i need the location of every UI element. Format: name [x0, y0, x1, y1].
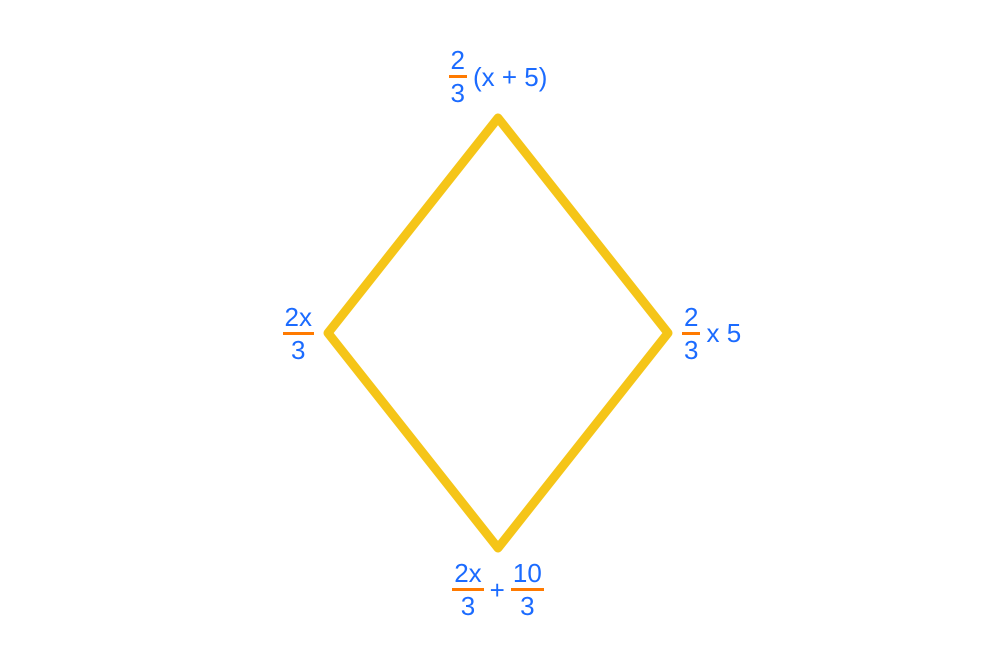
top-parenthetical: (x + 5)	[473, 64, 547, 90]
bottom-fraction-2: 10 3	[511, 560, 544, 619]
bottom-fraction-1: 2x 3	[452, 560, 483, 619]
top-frac-denominator: 3	[449, 80, 467, 106]
left-fraction: 2x 3	[283, 304, 314, 363]
diamond-polygon	[328, 118, 668, 548]
bottom-frac1-denominator: 3	[459, 593, 477, 619]
top-fraction: 2 3	[449, 47, 467, 106]
right-multiplier: x 5	[706, 320, 741, 346]
label-left: 2x 3	[283, 304, 314, 363]
bottom-frac2-numerator: 10	[511, 560, 544, 586]
bottom-frac2-denominator: 3	[518, 593, 536, 619]
label-bottom: 2x 3 + 10 3	[452, 560, 544, 619]
right-frac-numerator: 2	[682, 304, 700, 330]
left-frac-denominator: 3	[289, 337, 307, 363]
label-top: 2 3 (x + 5)	[449, 47, 548, 106]
label-right: 2 3 x 5	[682, 304, 741, 363]
top-frac-numerator: 2	[449, 47, 467, 73]
diagram-stage: 2 3 (x + 5) 2x 3 2 3 x 5 2x 3 + 10	[0, 0, 1000, 666]
bottom-plus: +	[490, 577, 505, 603]
bottom-frac1-numerator: 2x	[452, 560, 483, 586]
left-frac-numerator: 2x	[283, 304, 314, 330]
right-fraction: 2 3	[682, 304, 700, 363]
right-frac-denominator: 3	[682, 337, 700, 363]
